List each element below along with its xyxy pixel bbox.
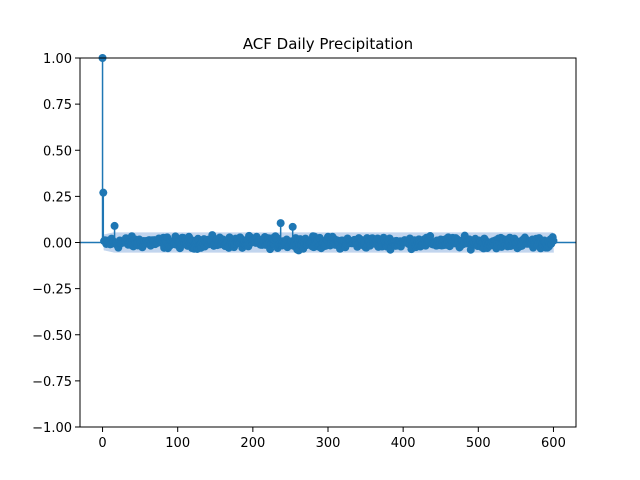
acf-point [276,219,285,228]
x-tick-label: 600 [541,436,566,451]
acf-point [272,233,281,242]
x-tick-label: 400 [391,436,416,451]
x-tick-label: 500 [466,436,491,451]
y-tick-label: 0.00 [43,237,72,252]
y-tick-label: 0.75 [43,98,72,113]
x-tick-label: 300 [316,436,341,451]
acf-point [99,188,108,197]
y-tick-label: −0.75 [32,375,72,390]
chart-title: ACF Daily Precipitation [243,35,413,53]
y-tick-label: 0.50 [43,144,72,159]
x-tick-label: 200 [240,436,265,451]
y-tick-label: −1.00 [32,421,72,436]
y-axis-ticks: 1.00 0.75 0.50 0.25 0.00 −0.25 −0.50 −0.75 −1.00 [32,52,80,436]
acf-point [110,221,119,230]
x-tick-label: 100 [165,436,190,451]
acf-markers [98,54,558,255]
x-axis-ticks: 0 100 200 300 400 500 600 [98,427,566,451]
y-tick-label: 0.25 [43,190,72,205]
acf-stems [101,58,555,251]
acf-point [288,222,297,231]
y-tick-label: 1.00 [43,52,72,67]
y-tick-label: −0.50 [32,329,72,344]
acf-point [549,236,558,245]
x-tick-label: 0 [98,436,106,451]
y-tick-label: −0.25 [32,283,72,298]
